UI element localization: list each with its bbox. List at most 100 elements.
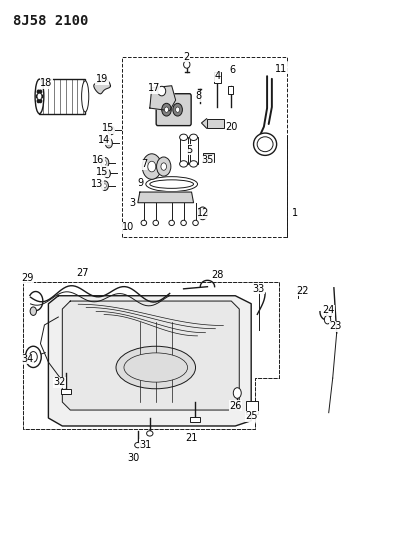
- Circle shape: [201, 211, 205, 216]
- Circle shape: [104, 169, 111, 177]
- Text: 6: 6: [229, 65, 235, 75]
- Circle shape: [233, 387, 241, 398]
- Bar: [61, 389, 71, 394]
- Circle shape: [173, 103, 182, 116]
- Bar: [190, 138, 198, 164]
- Polygon shape: [48, 296, 251, 426]
- Ellipse shape: [180, 134, 188, 141]
- Text: 15: 15: [102, 123, 114, 133]
- Text: 15: 15: [96, 167, 108, 177]
- Bar: [180, 138, 188, 164]
- Circle shape: [161, 163, 166, 170]
- Ellipse shape: [146, 176, 198, 191]
- Text: 9: 9: [138, 177, 144, 188]
- Circle shape: [108, 126, 115, 135]
- Ellipse shape: [190, 161, 198, 167]
- Circle shape: [103, 161, 107, 165]
- Circle shape: [37, 99, 40, 102]
- Bar: [203, 154, 214, 162]
- Circle shape: [164, 107, 168, 112]
- Text: 32: 32: [53, 377, 66, 387]
- Bar: [40, 79, 85, 114]
- Ellipse shape: [180, 161, 188, 167]
- Ellipse shape: [116, 346, 196, 389]
- Ellipse shape: [193, 220, 198, 225]
- Ellipse shape: [158, 86, 166, 96]
- Circle shape: [106, 172, 109, 175]
- Circle shape: [148, 161, 156, 172]
- Text: 27: 27: [76, 268, 89, 278]
- Text: 20: 20: [225, 122, 237, 132]
- Bar: [228, 86, 233, 94]
- Circle shape: [101, 181, 109, 190]
- Text: 35: 35: [201, 155, 213, 165]
- Circle shape: [37, 93, 42, 100]
- Text: 33: 33: [252, 284, 265, 294]
- Ellipse shape: [124, 353, 188, 382]
- Text: 14: 14: [98, 135, 110, 145]
- Text: 31: 31: [140, 440, 152, 450]
- Ellipse shape: [257, 137, 273, 152]
- Circle shape: [39, 90, 41, 93]
- Text: 4: 4: [214, 71, 221, 81]
- Circle shape: [176, 107, 180, 112]
- Circle shape: [39, 99, 41, 102]
- Text: 29: 29: [22, 273, 34, 283]
- Text: 7: 7: [141, 159, 147, 169]
- Circle shape: [105, 139, 113, 148]
- Circle shape: [30, 307, 36, 316]
- Text: 17: 17: [148, 83, 160, 93]
- Text: 24: 24: [322, 305, 335, 315]
- Polygon shape: [201, 119, 207, 128]
- Circle shape: [37, 90, 40, 93]
- Bar: [207, 119, 224, 128]
- Ellipse shape: [254, 133, 277, 156]
- Text: 2: 2: [184, 52, 190, 61]
- Circle shape: [40, 95, 43, 98]
- Text: 18: 18: [40, 78, 53, 88]
- Text: 3: 3: [129, 198, 135, 208]
- Text: 19: 19: [96, 75, 108, 84]
- Bar: [214, 72, 221, 83]
- Ellipse shape: [82, 81, 89, 112]
- Text: 21: 21: [186, 433, 198, 443]
- Text: 26: 26: [229, 401, 241, 411]
- Text: 13: 13: [91, 179, 103, 189]
- Ellipse shape: [135, 442, 141, 448]
- Circle shape: [156, 157, 171, 176]
- Text: 1: 1: [292, 208, 298, 219]
- Circle shape: [142, 154, 161, 179]
- Bar: [247, 401, 258, 414]
- Circle shape: [110, 128, 113, 132]
- Ellipse shape: [146, 431, 153, 436]
- Polygon shape: [62, 301, 239, 410]
- Text: 8: 8: [195, 91, 201, 101]
- Ellipse shape: [181, 220, 186, 225]
- Circle shape: [101, 158, 109, 168]
- Polygon shape: [138, 192, 194, 203]
- Text: 22: 22: [296, 286, 309, 296]
- Text: 8J58 2100: 8J58 2100: [13, 14, 88, 28]
- Ellipse shape: [184, 61, 190, 68]
- Text: 11: 11: [275, 64, 287, 74]
- Circle shape: [324, 316, 331, 324]
- Circle shape: [26, 346, 41, 368]
- Circle shape: [36, 95, 39, 98]
- Text: 5: 5: [186, 144, 193, 155]
- Ellipse shape: [150, 180, 194, 188]
- Text: 34: 34: [22, 354, 34, 364]
- Text: 10: 10: [122, 222, 134, 232]
- Text: 28: 28: [211, 270, 223, 280]
- Text: 25: 25: [246, 411, 258, 422]
- Circle shape: [103, 184, 106, 188]
- Polygon shape: [150, 86, 176, 111]
- Text: 16: 16: [92, 155, 104, 165]
- Ellipse shape: [141, 220, 146, 225]
- Circle shape: [29, 352, 37, 362]
- Text: 30: 30: [127, 453, 139, 463]
- Circle shape: [107, 141, 110, 145]
- Circle shape: [162, 103, 171, 116]
- Bar: [190, 417, 200, 422]
- Text: 12: 12: [197, 208, 209, 219]
- Ellipse shape: [153, 220, 158, 225]
